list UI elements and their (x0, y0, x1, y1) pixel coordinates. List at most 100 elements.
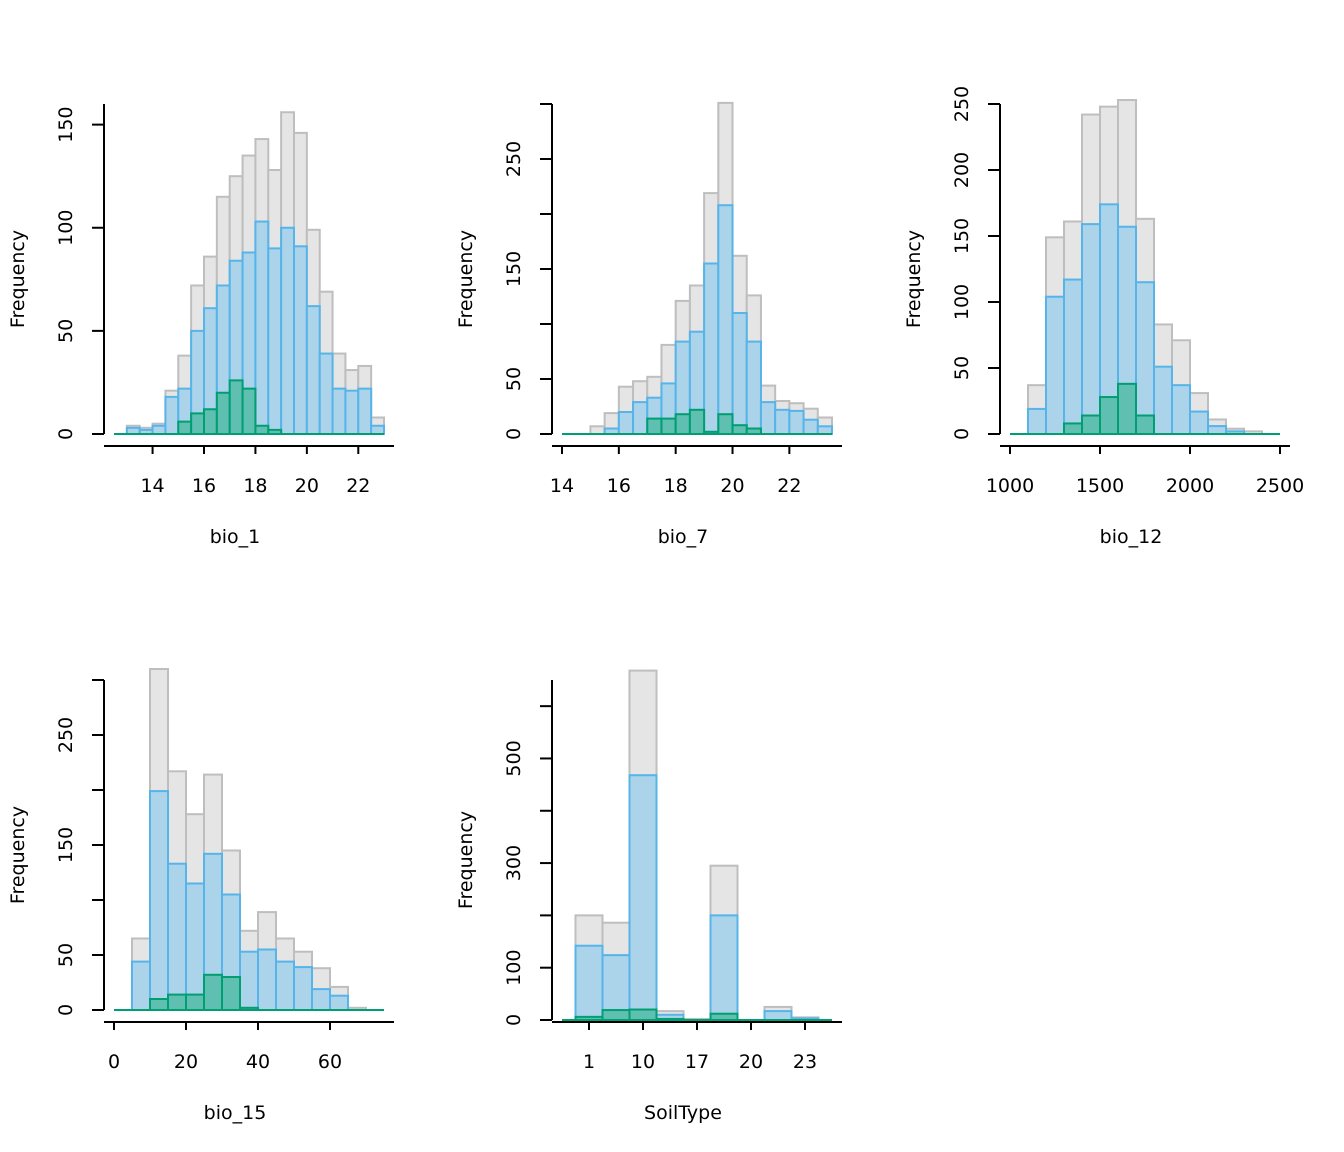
x-tick-label: 22 (346, 475, 370, 497)
x-axis-title: bio_7 (658, 526, 709, 548)
bar-low-4 (177, 420, 193, 436)
y-tick-label: 300 (503, 845, 525, 881)
y-tick-label: 50 (55, 319, 77, 343)
y-tick-label: 0 (55, 428, 77, 440)
x-tick-label: 17 (685, 1051, 709, 1073)
y-tick-label: 0 (503, 1014, 525, 1026)
bar-mid-3 (164, 395, 180, 436)
panel-bio-12: 1000 1500 2000 2500 0 50 100 150 200 250 bio_12 Fre… (903, 86, 1304, 548)
bar-mid-9 (1189, 410, 1209, 435)
bar-low-1 (149, 998, 169, 1011)
panel-soiltype: 1 10 17 20 23 0 100 300 500 SoilType Frequency (455, 669, 842, 1124)
y-axis-title: Frequency (903, 230, 925, 328)
bar-low-7 (215, 391, 231, 435)
y-tick-label: 250 (951, 86, 973, 122)
bar-mid-2 (1063, 278, 1083, 435)
bar-low-2 (1063, 422, 1083, 436)
bar-mid-1 (149, 790, 169, 1011)
bar-mid-8 (275, 960, 295, 1011)
bar-mid-5 (709, 914, 739, 1022)
bar-mid-3 (632, 401, 649, 436)
bar-mid-17 (344, 389, 360, 436)
x-tick-label: 18 (664, 475, 688, 497)
x-tick-label: 18 (243, 475, 267, 497)
bar-low-5 (1117, 382, 1137, 435)
bar-mid-0 (131, 960, 151, 1011)
bar-mid-13 (293, 245, 308, 435)
bar-low-9 (241, 387, 257, 436)
bar-mid-6 (1135, 281, 1155, 436)
bar-mid-2 (617, 411, 635, 435)
bar-low-6 (203, 408, 218, 435)
bar-low-7 (688, 408, 706, 435)
bar-mid-7 (257, 948, 277, 1011)
y-tick-label: 50 (951, 356, 973, 380)
bar-low-5 (660, 417, 677, 436)
x-tick-label: 16 (192, 475, 216, 497)
y-tick-label: 150 (55, 106, 77, 142)
x-tick-label: 1000 (986, 475, 1034, 497)
x-tick-label: 20 (720, 475, 744, 497)
bar-mid-15 (318, 352, 334, 435)
bar-low-4 (646, 417, 663, 436)
x-tick-label: 10 (631, 1051, 655, 1073)
bar-low-10 (731, 424, 748, 436)
bar-low-6 (674, 413, 691, 436)
y-tick-label: 150 (951, 218, 973, 254)
bar-low-4 (203, 973, 223, 1011)
bar-low-3 (185, 993, 205, 1011)
x-tick-label: 14 (140, 475, 164, 497)
y-tick-label: 100 (503, 950, 525, 986)
x-axis-title: SoilType (644, 1102, 722, 1124)
bar-low-2 (167, 993, 187, 1011)
x-tick-label: 2500 (1256, 475, 1304, 497)
bar-low-2 (628, 1008, 658, 1021)
bar-mid-19 (370, 424, 386, 435)
y-axis-title: Frequency (455, 811, 477, 909)
bar-mid-0 (1027, 407, 1047, 436)
x-tick-label: 20 (295, 475, 319, 497)
bar-mid-12 (280, 226, 296, 435)
x-tick-label: 20 (174, 1051, 198, 1073)
y-tick-label: 100 (951, 284, 973, 320)
bar-mid-11 (267, 247, 283, 436)
x-tick-label: 14 (550, 475, 574, 497)
x-tick-label: 40 (246, 1051, 270, 1073)
x-tick-label: 1 (583, 1051, 595, 1073)
bar-mid-14 (305, 305, 321, 436)
y-tick-label: 150 (503, 251, 525, 287)
bar-mid-7 (763, 1010, 793, 1021)
bar-mid-3 (185, 882, 205, 1011)
y-tick-label: 250 (55, 717, 77, 753)
panel-bio-1: 14 16 18 20 22 0 50 100 150 bio_1 Frequency (7, 104, 394, 548)
y-tick-label: 50 (55, 943, 77, 967)
bar-low-9 (717, 413, 734, 436)
y-tick-label: 0 (951, 428, 973, 440)
bar-mid-10 (1207, 425, 1227, 435)
y-axis-title: Frequency (7, 806, 29, 904)
bar-mid-8 (1171, 384, 1191, 436)
bar-low-3 (1081, 414, 1101, 435)
y-tick-label: 100 (55, 210, 77, 246)
bar-mid-18 (357, 387, 373, 436)
x-axis-title: bio_12 (1100, 526, 1163, 548)
y-axis-title: Frequency (455, 230, 477, 328)
x-tick-label: 22 (777, 475, 801, 497)
x-tick-label: 23 (793, 1051, 817, 1073)
bar-mid-2 (151, 424, 167, 435)
bar-mid-7 (1153, 365, 1173, 435)
y-tick-label: 0 (55, 1004, 77, 1016)
bar-mid-10 (254, 220, 270, 435)
bar-mid-9 (293, 966, 313, 1011)
bar-mid-11 (329, 994, 349, 1012)
bar-mid-2 (628, 774, 658, 1022)
bar-low-5 (221, 976, 241, 1011)
panel-bio-15: 0 20 40 60 0 50 150 250 bio_15 Frequency (7, 668, 394, 1124)
x-tick-label: 2000 (1166, 475, 1214, 497)
bar-all-0 (589, 425, 606, 435)
bar-mid-8 (703, 262, 720, 435)
bar-mid-16 (816, 425, 833, 435)
bar-low-8 (228, 379, 244, 436)
x-tick-label: 1500 (1076, 475, 1124, 497)
